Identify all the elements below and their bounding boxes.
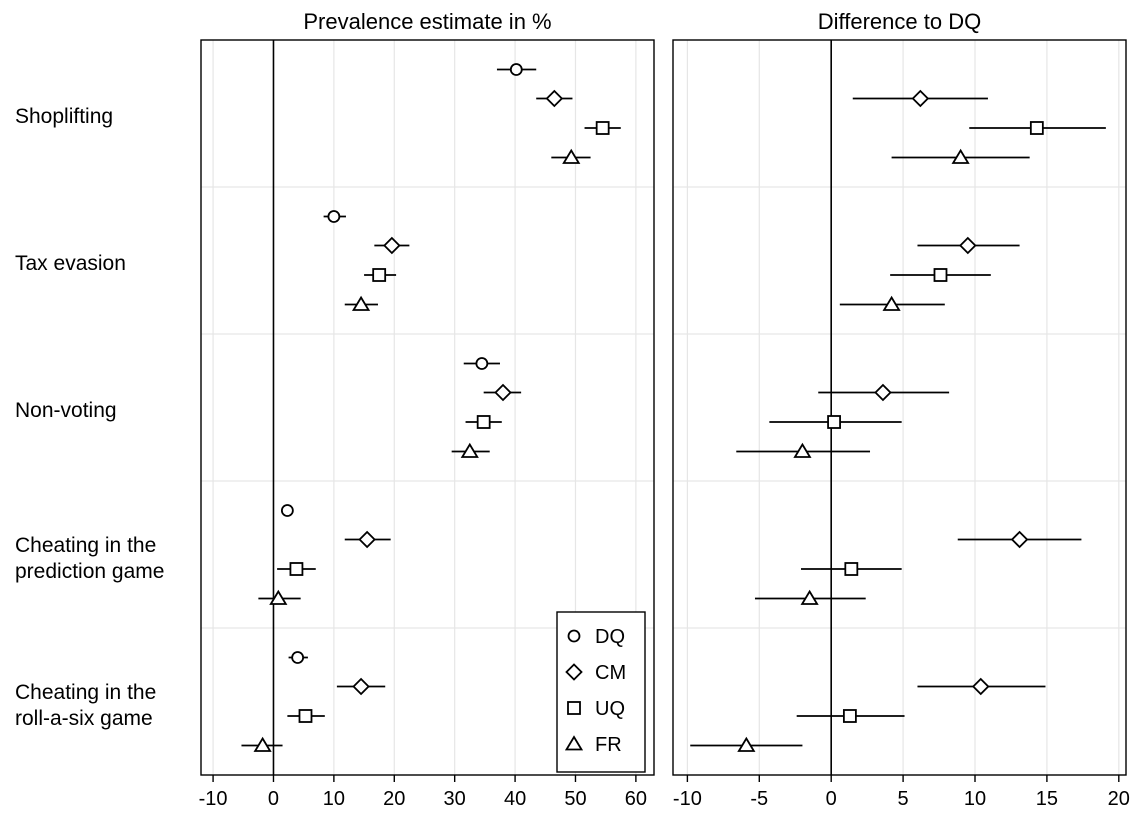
x-tick-label: 20 <box>383 788 405 810</box>
legend-marker-cm <box>565 663 583 681</box>
panel-1: -10 0 10 20 30 40 50 60 Prevalence estimate in % <box>199 9 655 810</box>
legend-marker-fr <box>564 735 584 751</box>
data-point-uq <box>289 562 304 576</box>
panel-title: Difference to DQ <box>818 9 981 34</box>
data-point-cm <box>545 89 564 108</box>
data-point-fr <box>269 589 288 605</box>
x-tick-label: 60 <box>625 788 647 810</box>
data-point-dq <box>475 357 489 370</box>
category-label-line: roll-a-six game <box>15 707 153 730</box>
data-point-cm <box>352 677 370 696</box>
category-label-line: Cheating in the <box>15 534 156 557</box>
data-point-cm <box>494 383 512 402</box>
data-point-cm <box>1010 530 1029 549</box>
data-point-uq <box>827 415 841 429</box>
data-point-dq <box>509 63 523 76</box>
data-point-dq <box>291 651 305 664</box>
x-tick-label: 15 <box>1036 788 1058 810</box>
x-tick-label: 0 <box>268 788 279 810</box>
legend: DQ CM UQ FR <box>556 611 646 773</box>
data-point-uq <box>933 268 948 282</box>
data-point-fr <box>800 589 819 605</box>
category-label: Cheating in the prediction game <box>15 534 164 583</box>
data-point-fr <box>793 442 812 458</box>
legend-marker-uq <box>567 701 581 715</box>
data-point-cm <box>911 89 930 108</box>
x-tick-label: 30 <box>444 788 466 810</box>
x-tick-label: 40 <box>504 788 526 810</box>
category-label: Non-voting <box>15 399 117 422</box>
legend-label: UQ <box>595 698 625 720</box>
data-point-fr <box>737 736 756 752</box>
data-point-uq <box>298 709 313 723</box>
legend-label: DQ <box>595 626 625 648</box>
data-point-fr <box>562 148 581 164</box>
data-point-cm <box>383 236 401 255</box>
x-tick-label: 5 <box>898 788 909 810</box>
x-tick-label: 50 <box>564 788 586 810</box>
data-point-uq <box>595 121 610 135</box>
x-tick-label: -5 <box>750 788 768 810</box>
x-tick-label: 0 <box>826 788 837 810</box>
data-point-uq <box>842 709 857 723</box>
data-point-cm <box>874 383 892 402</box>
x-tick-label: 10 <box>323 788 345 810</box>
data-point-fr <box>951 148 970 164</box>
data-point-fr <box>253 736 272 752</box>
data-point-dq <box>327 210 341 223</box>
legend-marker-dq <box>567 629 581 643</box>
data-point-cm <box>959 236 977 255</box>
data-point-dq <box>280 504 294 517</box>
panel-frame <box>200 39 655 776</box>
legend-label: CM <box>595 662 626 684</box>
panel-frame <box>672 39 1127 776</box>
panel-title: Prevalence estimate in % <box>303 9 551 34</box>
category-label: Tax evasion <box>15 252 126 275</box>
category-label: Cheating in the roll-a-six game <box>15 681 156 730</box>
x-tick-label: -10 <box>673 788 702 810</box>
data-point-cm <box>971 677 990 696</box>
data-point-fr <box>460 442 479 458</box>
x-tick-label: -10 <box>199 788 228 810</box>
legend-label: FR <box>595 734 622 756</box>
data-point-uq <box>476 415 491 429</box>
data-point-uq <box>1029 121 1044 135</box>
data-point-uq <box>372 268 387 282</box>
category-label-line: Cheating in the <box>15 681 156 704</box>
data-point-fr <box>882 295 901 311</box>
category-label: Shoplifting <box>15 105 113 128</box>
data-point-uq <box>844 562 859 576</box>
x-tick-label: 20 <box>1108 788 1130 810</box>
category-label-line: prediction game <box>15 560 164 583</box>
panel-2: -10 -5 0 5 10 15 20 Difference to DQ <box>672 9 1130 810</box>
data-point-fr <box>351 295 371 311</box>
x-tick-label: 10 <box>964 788 986 810</box>
data-point-cm <box>358 530 376 549</box>
